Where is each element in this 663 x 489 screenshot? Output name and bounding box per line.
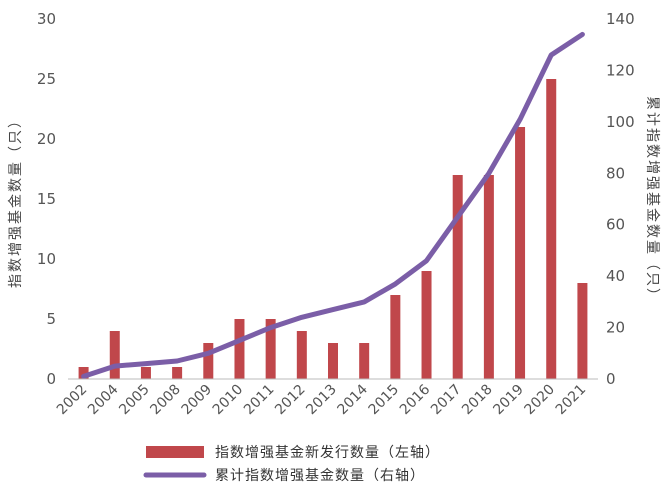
legend: 指数增强基金新发行数量（左轴） 累计指数增强基金数量（右轴） (143, 444, 440, 484)
y-right-tick-0: 0 (606, 370, 616, 388)
x-tick-2010: 2010 (210, 382, 247, 419)
bar-2012 (296, 331, 307, 379)
x-tick-2014: 2014 (334, 381, 371, 418)
y-left-tick-30: 30 (37, 10, 56, 28)
y-right-tick-40: 40 (606, 267, 625, 285)
x-tick-2017: 2017 (428, 382, 465, 419)
bar-2016 (421, 271, 432, 379)
bar-2017 (452, 175, 463, 379)
x-tick-2021: 2021 (553, 382, 590, 419)
y-right-tick-140: 140 (606, 10, 635, 28)
x-tick-2009: 2009 (179, 382, 216, 419)
bar-2018 (483, 175, 494, 379)
y-left-tick-20: 20 (37, 130, 56, 148)
y-left-tick-5: 5 (46, 310, 56, 328)
x-tick-2016: 2016 (397, 381, 434, 418)
x-tick-2012: 2012 (272, 382, 309, 419)
y-right-tick-20: 20 (606, 319, 625, 337)
x-tick-2013: 2013 (303, 382, 340, 419)
bar-2008 (172, 367, 183, 379)
y-left-axis-label: 指数增强基金数量（只） (7, 112, 24, 288)
bar-2015 (390, 295, 401, 379)
y-left-tick-15: 15 (37, 190, 56, 208)
x-tick-2020: 2020 (522, 382, 559, 419)
bar-2005 (140, 367, 151, 379)
x-tick-2004: 2004 (85, 381, 122, 418)
y-left-tick-10: 10 (37, 250, 56, 268)
y-right-tick-120: 120 (606, 61, 635, 79)
x-tick-2011: 2011 (241, 382, 278, 419)
bar-2009 (203, 343, 214, 379)
x-tick-2018: 2018 (459, 382, 496, 419)
bar-2010 (234, 319, 245, 379)
y-right-tick-100: 100 (606, 113, 635, 131)
legend-bar-label: 指数增强基金新发行数量（左轴） (215, 444, 440, 461)
legend-bar-swatch (146, 446, 204, 458)
x-tick-2005: 2005 (116, 382, 153, 419)
bar-2013 (328, 343, 338, 379)
cumulative-line (81, 31, 585, 379)
x-tick-2015: 2015 (366, 382, 403, 419)
bar-2020 (546, 79, 557, 379)
bar-2004 (109, 331, 120, 379)
y-right-tick-80: 80 (606, 164, 625, 182)
bar-2011 (265, 319, 276, 379)
bar-2019 (515, 127, 526, 379)
y-right-axis-label: 累计指数增强基金数量（只） (644, 96, 661, 304)
bar-2002 (78, 367, 89, 379)
bar-2021 (577, 283, 588, 379)
x-tick-2008: 2008 (147, 382, 184, 419)
x-tick-2019: 2019 (490, 382, 527, 419)
y-right-tick-60: 60 (606, 216, 625, 234)
legend-line-label: 累计指数增强基金数量（右轴） (215, 467, 425, 484)
x-tick-2002: 2002 (54, 382, 91, 419)
y-left-tick-25: 25 (37, 70, 56, 88)
bar-2014 (359, 343, 370, 379)
y-left-tick-0: 0 (46, 370, 56, 388)
